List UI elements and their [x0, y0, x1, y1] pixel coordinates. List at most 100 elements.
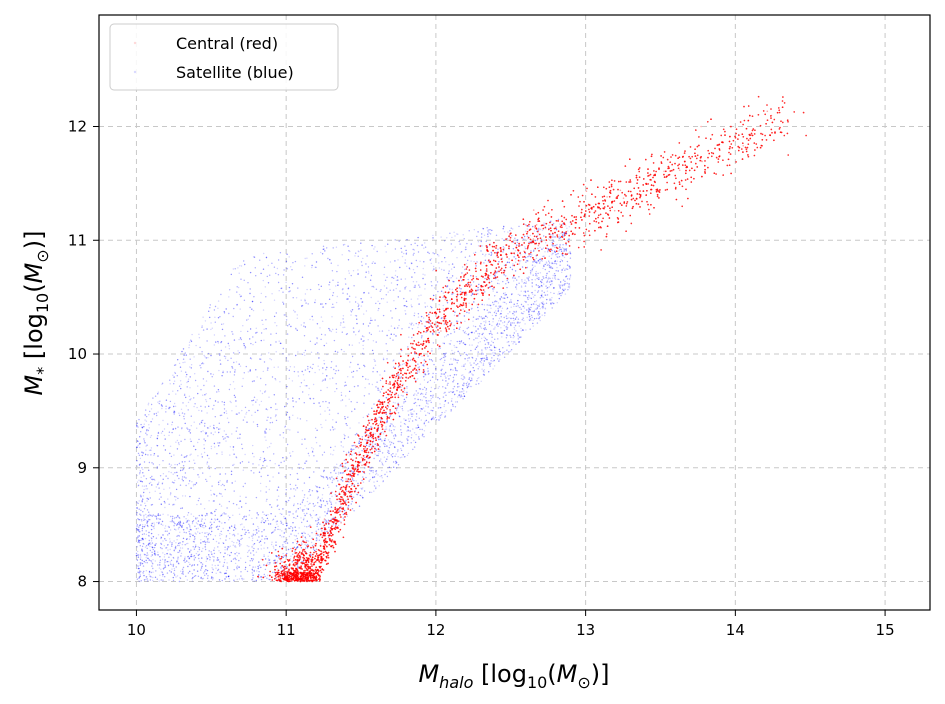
- satellite-point: [472, 325, 475, 327]
- satellite-point: [451, 288, 453, 291]
- satellite-point: [291, 468, 293, 470]
- satellite-point: [322, 535, 324, 537]
- satellite-point: [442, 304, 444, 307]
- satellite-point: [284, 577, 286, 580]
- satellite-point: [464, 320, 466, 322]
- satellite-point: [358, 484, 360, 487]
- satellite-point: [292, 414, 294, 416]
- satellite-point: [238, 578, 241, 580]
- satellite-point: [286, 567, 289, 569]
- satellite-point: [513, 336, 515, 338]
- satellite-point: [319, 516, 321, 518]
- satellite-point: [519, 245, 522, 247]
- satellite-point: [438, 304, 440, 306]
- satellite-point: [382, 431, 384, 433]
- satellite-point: [383, 285, 386, 287]
- satellite-point: [261, 538, 263, 541]
- satellite-point: [548, 238, 550, 240]
- satellite-point: [567, 252, 570, 254]
- satellite-point: [513, 280, 515, 282]
- satellite-point: [517, 293, 519, 296]
- satellite-point: [190, 398, 192, 400]
- satellite-point: [450, 268, 453, 270]
- satellite-point: [422, 277, 424, 280]
- satellite-point: [258, 567, 260, 569]
- satellite-point: [310, 351, 313, 353]
- satellite-point: [284, 546, 286, 548]
- satellite-point: [327, 406, 329, 409]
- satellite-point: [181, 547, 184, 549]
- satellite-point: [358, 422, 360, 424]
- satellite-point: [213, 344, 215, 346]
- satellite-point: [232, 446, 234, 448]
- satellite-point: [244, 348, 246, 350]
- satellite-point: [569, 250, 571, 253]
- satellite-point: [348, 398, 350, 400]
- satellite-point: [288, 256, 290, 258]
- satellite-point: [417, 298, 419, 300]
- satellite-point: [175, 542, 177, 544]
- satellite-point: [301, 500, 304, 502]
- satellite-point: [520, 260, 522, 262]
- satellite-point: [253, 456, 255, 458]
- satellite-point: [200, 566, 203, 568]
- satellite-point: [546, 262, 548, 264]
- satellite-point: [486, 357, 488, 360]
- satellite-point: [208, 457, 210, 460]
- satellite-point: [210, 328, 212, 331]
- satellite-point: [151, 418, 154, 420]
- satellite-point: [292, 450, 294, 453]
- satellite-point: [541, 229, 544, 231]
- satellite-point: [440, 268, 443, 271]
- satellite-point: [311, 266, 313, 269]
- satellite-point: [175, 576, 177, 578]
- satellite-point: [486, 316, 489, 319]
- satellite-point: [523, 223, 525, 225]
- satellite-point: [285, 563, 287, 566]
- satellite-point: [478, 366, 480, 368]
- satellite-point: [398, 352, 400, 354]
- satellite-point: [439, 403, 441, 405]
- satellite-point: [190, 364, 193, 366]
- satellite-point: [398, 324, 400, 327]
- satellite-point: [415, 427, 417, 429]
- satellite-point: [349, 480, 351, 482]
- satellite-point: [533, 230, 536, 232]
- satellite-point: [392, 401, 395, 404]
- satellite-point: [448, 343, 451, 345]
- satellite-point: [323, 359, 325, 362]
- satellite-point: [187, 378, 190, 380]
- satellite-point: [350, 314, 352, 316]
- satellite-point: [304, 293, 307, 295]
- satellite-point: [282, 572, 285, 574]
- satellite-point: [244, 416, 246, 418]
- satellite-point: [297, 351, 299, 353]
- satellite-point: [336, 463, 338, 465]
- satellite-point: [364, 387, 366, 389]
- satellite-point: [554, 278, 557, 280]
- satellite-point: [266, 537, 268, 540]
- satellite-point: [299, 507, 301, 509]
- satellite-point: [197, 455, 199, 457]
- satellite-point: [238, 293, 241, 296]
- satellite-point: [279, 560, 282, 562]
- satellite-point: [236, 555, 238, 557]
- satellite-point: [147, 402, 150, 404]
- satellite-point: [205, 400, 208, 403]
- satellite-point: [497, 302, 500, 304]
- satellite-point: [513, 310, 515, 313]
- satellite-point: [451, 236, 453, 239]
- satellite-point: [210, 445, 213, 448]
- satellite-point: [410, 298, 412, 300]
- satellite-point: [532, 325, 534, 327]
- satellite-point: [462, 374, 464, 376]
- satellite-point: [516, 284, 518, 286]
- satellite-point: [327, 521, 330, 523]
- satellite-point: [268, 563, 270, 566]
- satellite-point: [442, 308, 444, 310]
- satellite-point: [214, 446, 216, 448]
- satellite-point: [263, 554, 265, 556]
- satellite-point: [337, 467, 340, 469]
- satellite-point: [385, 428, 388, 430]
- satellite-point: [454, 401, 457, 403]
